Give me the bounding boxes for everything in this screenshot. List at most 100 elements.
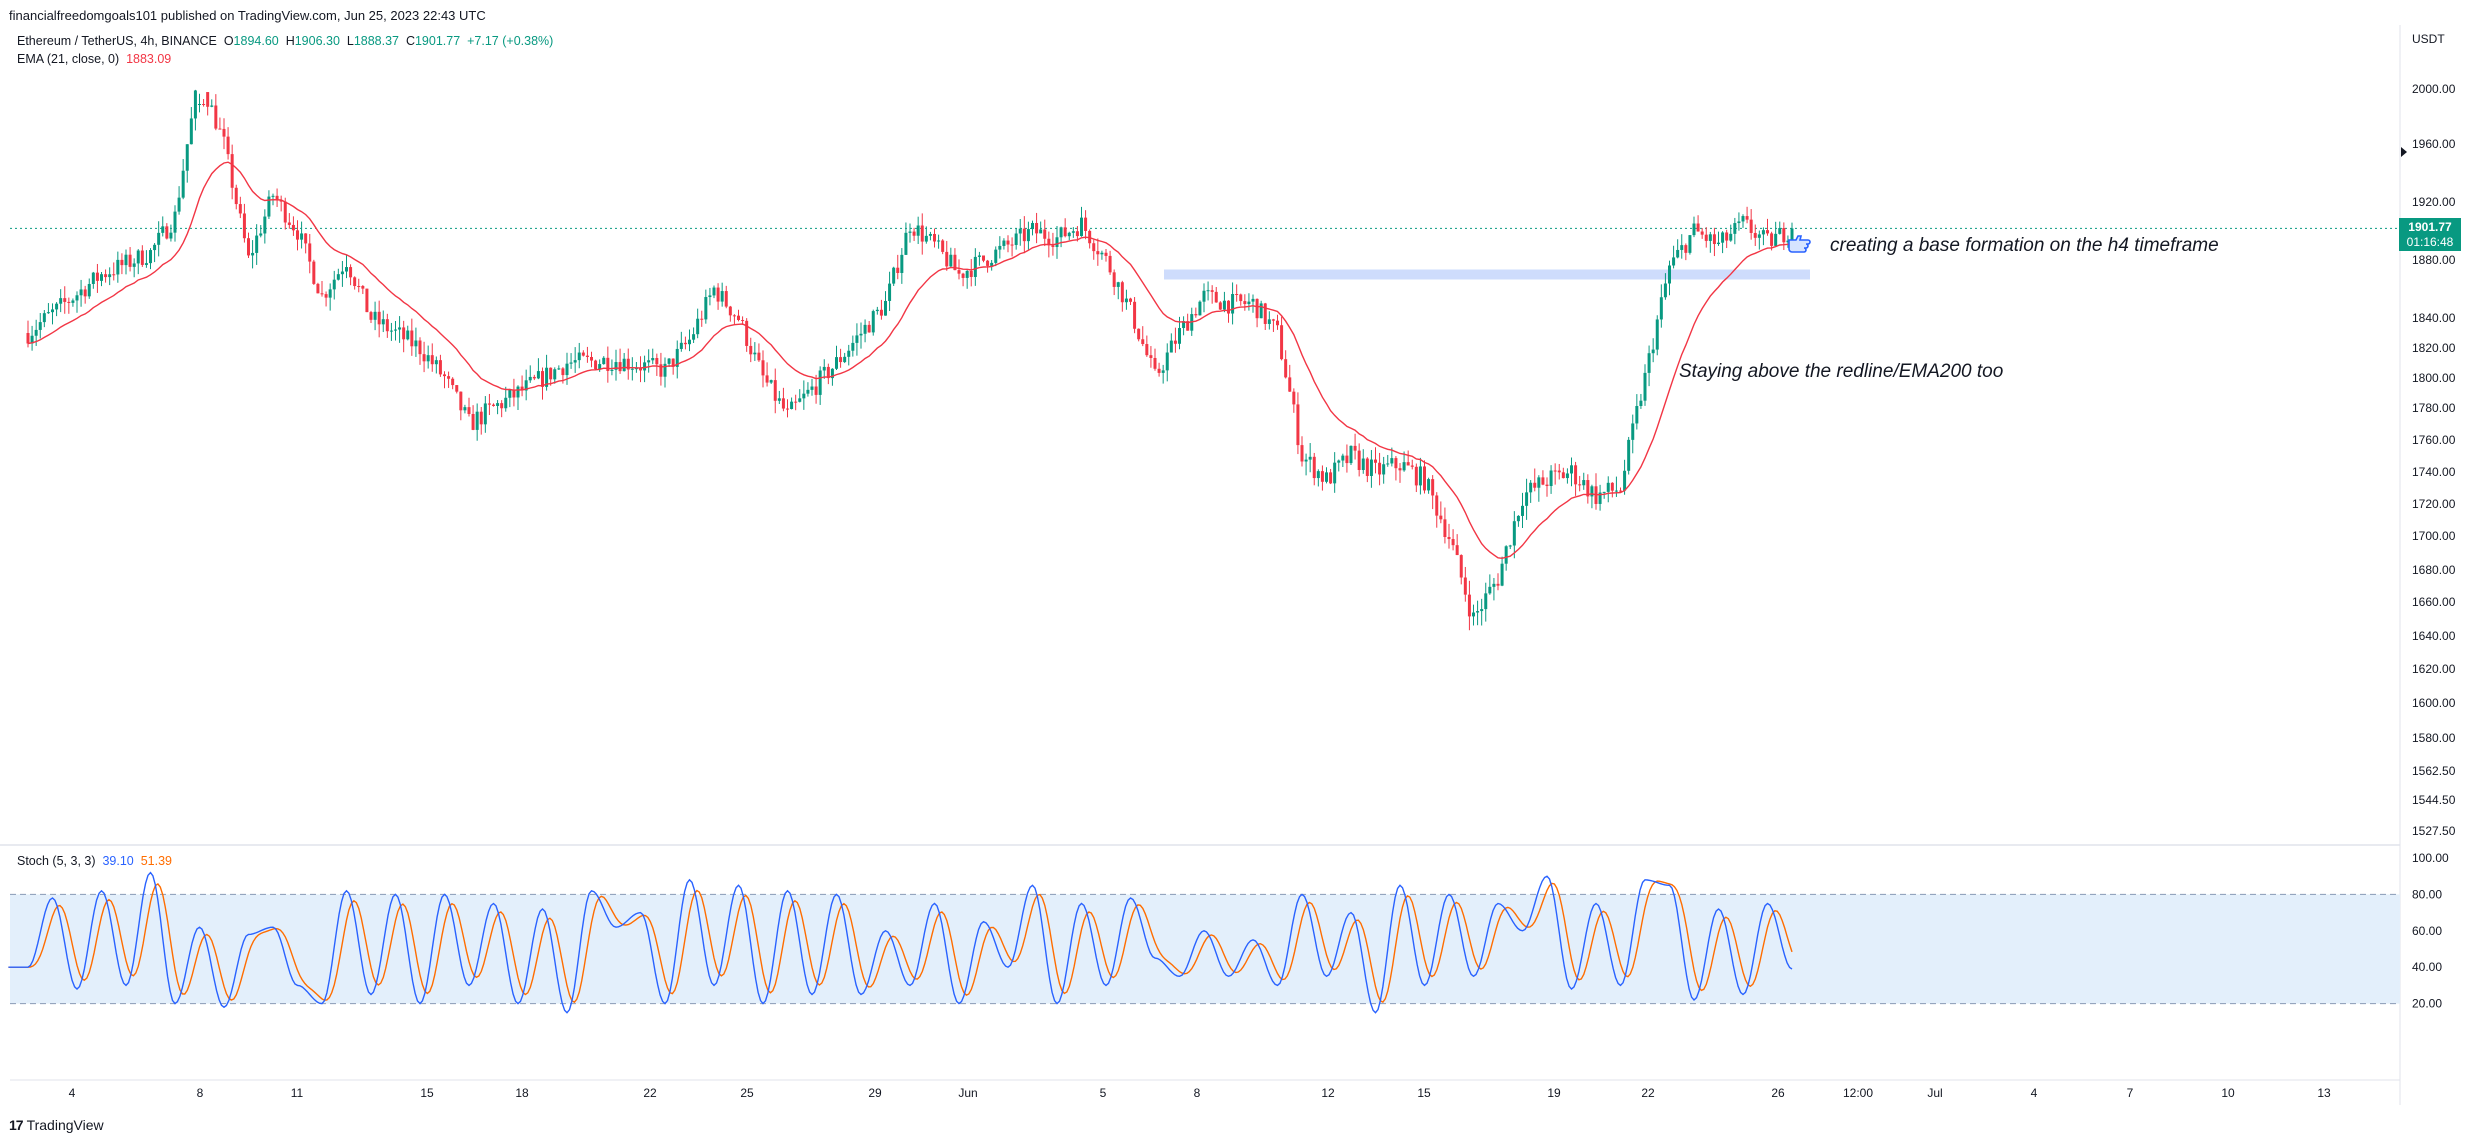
candle-body <box>1668 265 1671 284</box>
candle-body <box>1345 455 1349 464</box>
candle-body <box>30 335 34 344</box>
time-tick-label: 29 <box>868 1086 882 1100</box>
annotation-ema[interactable]: Staying above the redline/EMA200 too <box>1679 361 2003 382</box>
candle-body <box>242 213 246 239</box>
stoch-legend[interactable]: Stoch (5, 3, 3) 39.10 51.39 <box>17 854 172 868</box>
candle-body <box>140 250 144 265</box>
candle-body <box>618 362 622 372</box>
candle-body <box>843 356 847 363</box>
stoch-d-line <box>8 880 1793 1004</box>
candle-body <box>977 255 981 257</box>
candle-body <box>1239 294 1243 302</box>
candle-body <box>59 298 63 304</box>
time-tick-label: 19 <box>1547 1086 1561 1100</box>
support-zone-rectangle[interactable] <box>1164 269 1810 280</box>
time-tick-label: Jun <box>958 1086 977 1100</box>
candle-body <box>990 262 994 266</box>
open-value: 1894.60 <box>233 34 279 48</box>
candle-body <box>104 274 108 278</box>
candle-body <box>1488 586 1492 594</box>
candle-body <box>1647 353 1651 373</box>
tradingview-brand: TradingView <box>26 1117 104 1133</box>
candle-body <box>1733 223 1737 234</box>
candle-body <box>863 324 867 334</box>
price-tick-label: 1760.00 <box>2412 433 2456 447</box>
candle-body <box>345 267 348 272</box>
candle-body <box>839 357 843 363</box>
candle-body <box>251 252 255 256</box>
candle-body <box>422 354 426 362</box>
candle-body <box>165 226 169 239</box>
candle-body <box>1141 339 1145 345</box>
candle-body <box>1782 228 1786 243</box>
candle-body <box>1590 486 1594 497</box>
price-axis[interactable]: 2000.00 1960.00 1920.00 1880.00 1840.00 1820.… <box>2412 82 2456 838</box>
stoch-axis[interactable]: 100.00 80.00 60.00 40.00 20.00 <box>2412 851 2449 1011</box>
annotation-base-formation[interactable]: creating a base formation on the h4 time… <box>1830 235 2219 256</box>
candle-body <box>1386 463 1390 465</box>
candle-body <box>1006 240 1010 245</box>
candle-body <box>500 403 504 409</box>
candle-body <box>353 277 357 287</box>
candle-body <box>1574 465 1578 485</box>
candle-body <box>38 322 42 330</box>
candle-body <box>1700 231 1704 235</box>
candle-body <box>961 273 965 278</box>
stoch-tick-label: 80.00 <box>2412 887 2442 901</box>
candle-body <box>581 352 585 356</box>
candle-body <box>1116 282 1120 287</box>
ema-legend[interactable]: EMA (21, close, 0) 1883.09 <box>17 52 171 66</box>
candle-body <box>287 222 291 225</box>
publish-info: financialfreedomgoals101 published on Tr… <box>9 8 486 23</box>
time-axis[interactable]: 4 8 11 15 18 22 25 29 Jun 5 8 12 15 19 22 26 12:00 Jul 4 7 1… <box>69 1086 2331 1100</box>
candle-body <box>708 295 712 298</box>
candle-body <box>1374 459 1377 463</box>
candle-body <box>1341 455 1345 461</box>
candle-body <box>275 195 279 201</box>
candle-body <box>193 90 197 119</box>
candle-body <box>1545 484 1549 487</box>
candle-body <box>532 376 536 379</box>
candle-body <box>753 352 757 355</box>
close-label: C <box>405 34 415 48</box>
candle-body <box>1165 352 1169 371</box>
current-price-tag: 1901.77 01:16:48 <box>2399 218 2461 251</box>
time-tick-label: 8 <box>1194 1086 1201 1100</box>
candle-body <box>1512 521 1516 546</box>
candle-body <box>1492 583 1496 587</box>
candle-body <box>577 352 581 361</box>
candle-body <box>875 309 879 312</box>
stoch-tick-label: 60.00 <box>2412 924 2442 938</box>
candle-body <box>508 389 512 398</box>
price-tick-label: 1527.50 <box>2412 824 2456 838</box>
candle-body <box>630 368 634 370</box>
candle-body <box>406 330 410 340</box>
candle-body <box>426 355 430 362</box>
candle-body <box>965 270 969 278</box>
candle-body <box>720 291 724 302</box>
candle-body <box>430 355 434 365</box>
candle-body <box>459 391 463 411</box>
candle-body <box>667 358 671 364</box>
candle-body <box>1712 234 1716 245</box>
candle-body <box>71 300 75 303</box>
candle-body <box>994 249 998 263</box>
candle-body <box>1602 491 1606 493</box>
candle-body <box>447 376 451 379</box>
symbol-name[interactable]: Ethereum / TetherUS, 4h, BINANCE <box>17 34 217 48</box>
tradingview-footer[interactable]: 17 TradingView <box>9 1117 104 1133</box>
candle-body <box>1186 321 1190 331</box>
candle-body <box>683 342 687 345</box>
candle-body <box>1353 445 1357 451</box>
ema-line[interactable] <box>27 161 1793 560</box>
candle-body <box>659 364 663 377</box>
price-tick-label: 1740.00 <box>2412 465 2456 479</box>
candle-body <box>1790 228 1794 241</box>
candle-body <box>822 366 826 371</box>
candle-body <box>1369 459 1373 476</box>
candle-body <box>1480 609 1484 612</box>
candle-body <box>757 352 761 361</box>
candle-body <box>230 154 234 188</box>
candle-body <box>1504 546 1508 564</box>
